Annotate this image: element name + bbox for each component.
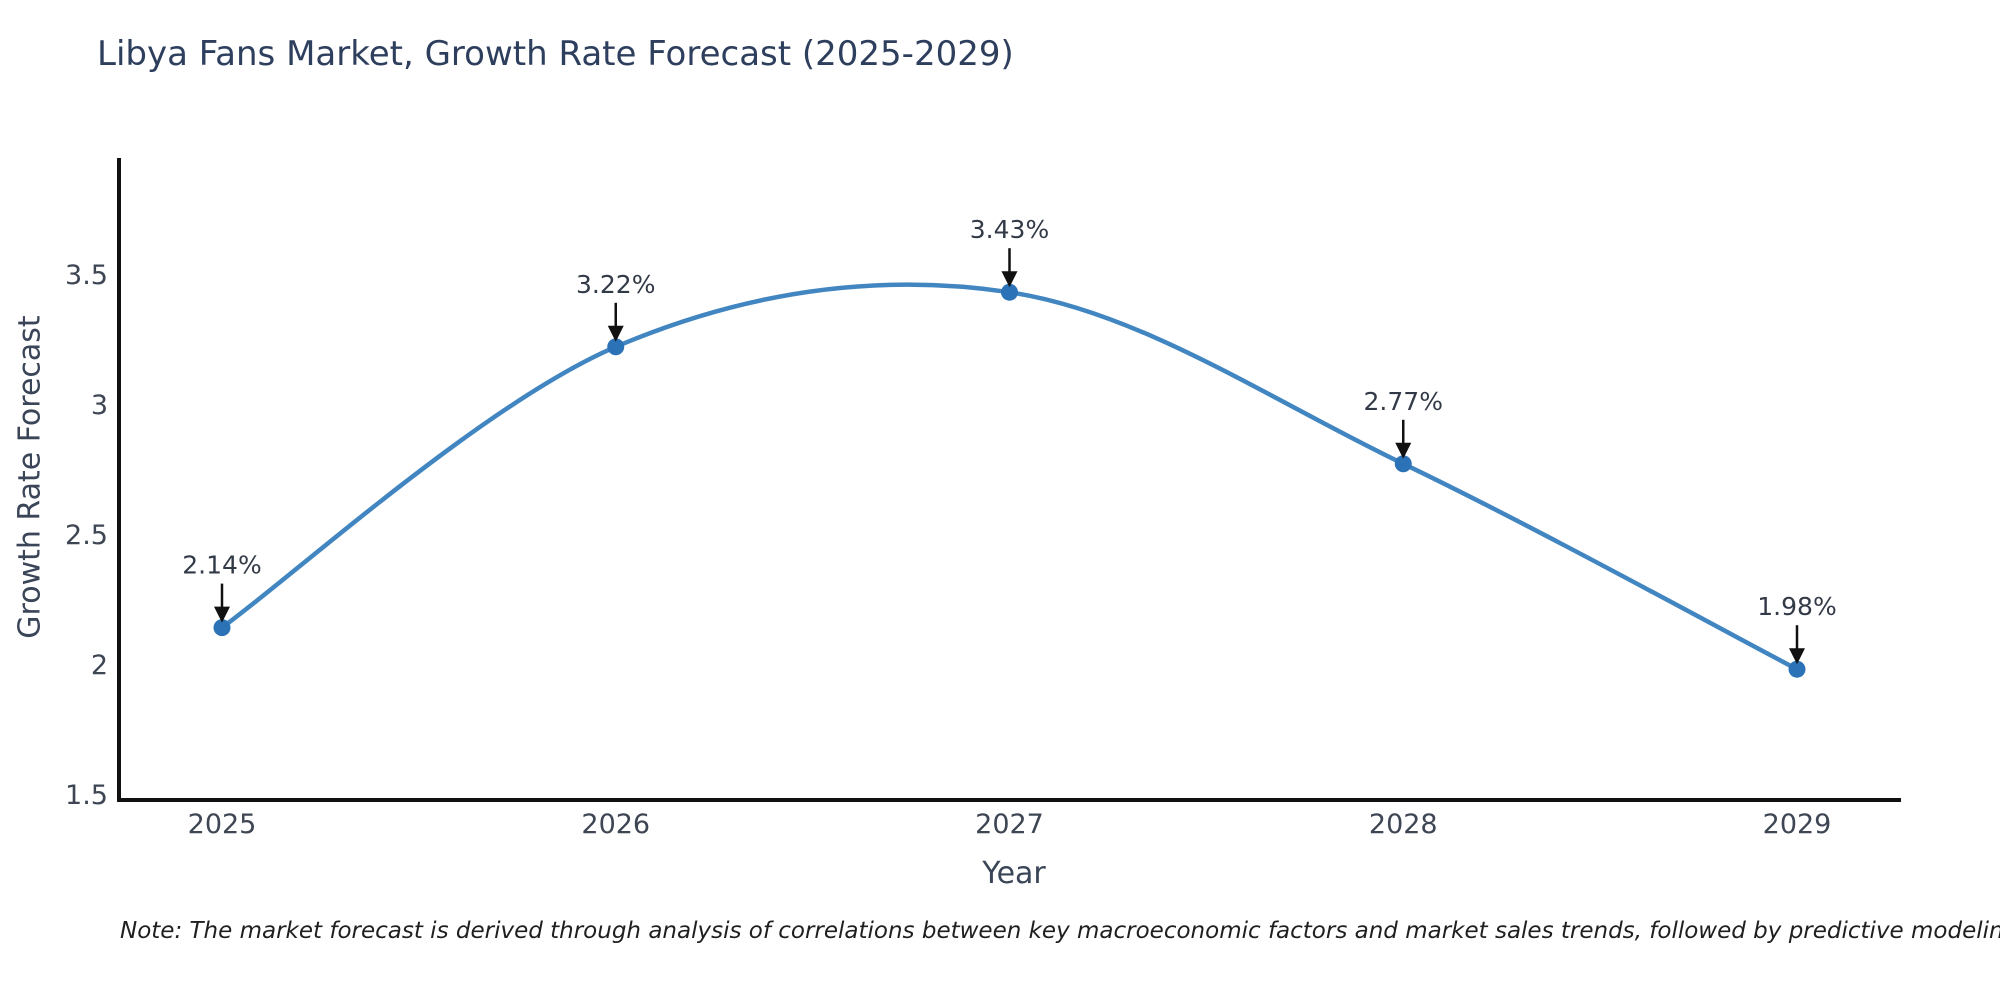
annotation-label: 1.98% — [1757, 592, 1836, 621]
y-tick-label: 2 — [91, 650, 108, 681]
annotation-arrowhead — [214, 606, 230, 623]
x-tick-label: 2025 — [188, 809, 257, 840]
chart-footnote: Note: The market forecast is derived thr… — [120, 918, 2000, 944]
annotation-label: 3.22% — [576, 270, 655, 299]
annotation-label: 2.77% — [1364, 387, 1443, 416]
annotation-arrowhead — [1001, 271, 1018, 288]
chart-title: Libya Fans Market, Growth Rate Forecast … — [97, 34, 1014, 74]
data-point-marker — [1394, 455, 1412, 473]
x-axis-title: Year — [982, 856, 1046, 891]
annotation-arrowhead — [1395, 442, 1412, 459]
data-point-marker — [1001, 283, 1018, 301]
annotation-arrowhead — [1789, 648, 1805, 665]
x-tick-label: 2027 — [975, 809, 1044, 840]
annotation-arrowhead — [607, 325, 624, 342]
x-tick-label: 2029 — [1763, 809, 1832, 840]
x-tick-label: 2028 — [1369, 809, 1438, 840]
data-point-marker — [213, 619, 231, 637]
y-tick-label: 3 — [91, 390, 108, 421]
y-tick-label: 1.5 — [65, 780, 108, 811]
annotation-label: 3.43% — [970, 215, 1049, 244]
x-tick-label: 2026 — [581, 809, 650, 840]
forecast-line — [219, 282, 1800, 672]
annotation-label: 2.14% — [182, 551, 261, 580]
data-point-marker — [1788, 660, 1806, 678]
y-tick-label: 2.5 — [65, 520, 108, 551]
y-tick-label: 3.5 — [65, 260, 108, 291]
data-point-marker — [607, 338, 625, 356]
